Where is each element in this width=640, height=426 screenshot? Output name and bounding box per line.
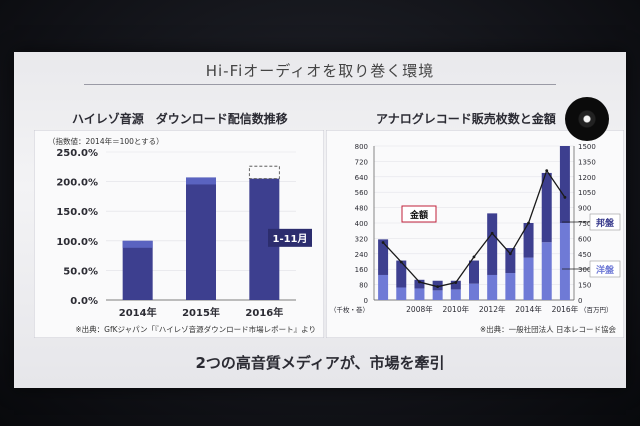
right-y-left-tick-label: 720 <box>355 158 368 166</box>
right-bar-foreign <box>523 257 534 300</box>
right-y-left-tick-label: 400 <box>355 220 368 228</box>
left-bar-cap <box>122 240 153 248</box>
slide-footer: 2つの高音質メディアが、市場を牽引 <box>195 354 445 372</box>
right-y-left-tick-label: 320 <box>355 235 368 243</box>
right-bar-foreign <box>414 288 425 300</box>
right-y-right-tick-label: 1350 <box>578 158 596 166</box>
right-amount-point <box>399 260 403 264</box>
right-amount-point <box>472 255 476 259</box>
left-x-tick-label: 2015年 <box>182 306 220 319</box>
right-amount-point <box>418 280 421 284</box>
right-bar-domestic <box>469 260 479 284</box>
left-y-tick-label: 100.0% <box>56 237 98 248</box>
vinyl-record-icon <box>565 97 609 141</box>
right-bar-domestic <box>559 146 570 223</box>
right-bar-foreign <box>541 242 552 300</box>
right-amount-point <box>436 285 440 289</box>
right-bar-foreign <box>487 274 498 300</box>
right-chart-source: ※出典：一般社団法人 日本レコード協会 <box>480 324 617 334</box>
right-bar-foreign <box>505 273 516 300</box>
right-x-tick-label: 2016年 <box>552 304 579 314</box>
right-bar-domestic <box>541 172 552 243</box>
right-x-tick-label: 2014年 <box>515 304 542 314</box>
left-y-tick-label: 0.0% <box>70 296 98 307</box>
right-y-left-tick-label: 800 <box>355 143 368 151</box>
left-chart-subtitle: （指数値：2014年＝100とする） <box>48 136 164 146</box>
left-x-tick-label: 2016年 <box>245 306 283 319</box>
left-bar <box>186 177 216 300</box>
right-bar-foreign <box>469 283 479 300</box>
right-line-label-box <box>401 205 437 223</box>
right-y-right-tick-label: 150 <box>578 282 591 290</box>
right-x-tick-label: 2008年 <box>406 304 433 314</box>
right-bar-foreign <box>432 290 443 300</box>
left-annotation-box <box>268 228 312 247</box>
right-bar-domestic <box>505 248 516 274</box>
right-y-left-tick-label: 560 <box>355 189 368 197</box>
right-x-tick-label: 2010年 <box>443 304 470 314</box>
right-legend-foreign: 洋盤 <box>596 264 615 276</box>
right-bar-foreign <box>559 223 570 300</box>
right-chart-title: アナログレコード販売枚数と金額 <box>376 112 556 126</box>
analog-record-chart: 0 80 160 240 320 400 480 560 640 720 800 0 150 300 450… <box>326 130 624 338</box>
right-bar-domestic <box>414 279 425 289</box>
right-y-left-tick-label: 640 <box>355 174 368 182</box>
left-annotation-label: 1-11月 <box>272 233 307 245</box>
right-y-left-tick-label: 0 <box>364 297 368 305</box>
hires-download-chart: （指数値：2014年＝100とする） 0.0% 50.0% 100.0% 150.0% 2… <box>34 130 324 338</box>
right-amount-point <box>527 221 530 225</box>
left-y-tick-label: 200.0% <box>56 178 98 189</box>
right-amount-point <box>563 195 567 199</box>
right-y-right-tick-label: 450 <box>578 251 591 259</box>
right-amount-point <box>381 241 385 244</box>
right-amount-point <box>490 231 494 235</box>
left-chart-source: ※出典：GfKジャパン「『ハイレゾ音源ダウンロード市場レポート』より <box>75 324 316 334</box>
right-y-left-unit: （千枚・巻） <box>330 305 369 314</box>
slide: Hi-Fiオーディオを取り巻く環境 ハイレゾ音源 ダウンロード配信数推移 アナロ… <box>14 52 626 388</box>
right-y-left-tick-label: 80 <box>359 282 368 290</box>
right-y-left-tick-label: 480 <box>355 205 368 213</box>
right-bar-domestic <box>378 239 389 275</box>
right-y-right-tick-label: 1500 <box>578 143 596 151</box>
right-bar-domestic <box>396 260 407 288</box>
right-y-left-tick-label: 240 <box>355 251 368 259</box>
right-bar-domestic <box>450 280 461 290</box>
left-y-tick-label: 150.0% <box>56 207 98 218</box>
right-legend-domestic: 邦盤 <box>596 217 615 229</box>
right-legend-box-foreign <box>589 260 621 278</box>
right-amount-point <box>508 252 512 256</box>
title-divider <box>84 84 556 85</box>
right-y-left-tick-label: 160 <box>355 266 368 274</box>
right-bar-foreign <box>396 287 407 300</box>
right-amount-point <box>454 281 458 284</box>
right-bar-foreign <box>378 274 389 300</box>
left-y-tick-label: 50.0% <box>63 266 98 277</box>
right-y-right-unit: （百万円） <box>580 306 613 314</box>
right-y-right-tick-label: 1200 <box>578 174 596 182</box>
right-line-label: 金額 <box>409 209 428 221</box>
right-y-right-tick-label: 0 <box>578 297 582 305</box>
right-amount-point <box>545 169 549 173</box>
right-bar-domestic <box>523 223 534 258</box>
right-y-right-tick-label: 600 <box>578 235 591 243</box>
right-legend-box-domestic <box>589 213 621 231</box>
right-bar-domestic <box>487 213 498 275</box>
right-bar-foreign <box>450 289 461 300</box>
right-y-right-tick-label: 1050 <box>578 189 596 197</box>
left-chart-title: ハイレゾ音源 ダウンロード配信数推移 <box>72 112 288 126</box>
left-x-tick-label: 2014年 <box>119 306 157 319</box>
left-y-tick-label: 250.0% <box>56 148 98 159</box>
right-y-right-tick-label: 300 <box>578 266 591 274</box>
right-x-tick-label: 2012年 <box>479 304 506 314</box>
slide-title: Hi-Fiオーディオを取り巻く環境 <box>205 62 435 80</box>
left-bar-cap <box>186 177 216 185</box>
left-bar <box>122 240 153 300</box>
right-y-right-tick-label: 750 <box>578 220 591 228</box>
right-y-right-tick-label: 900 <box>578 205 591 213</box>
